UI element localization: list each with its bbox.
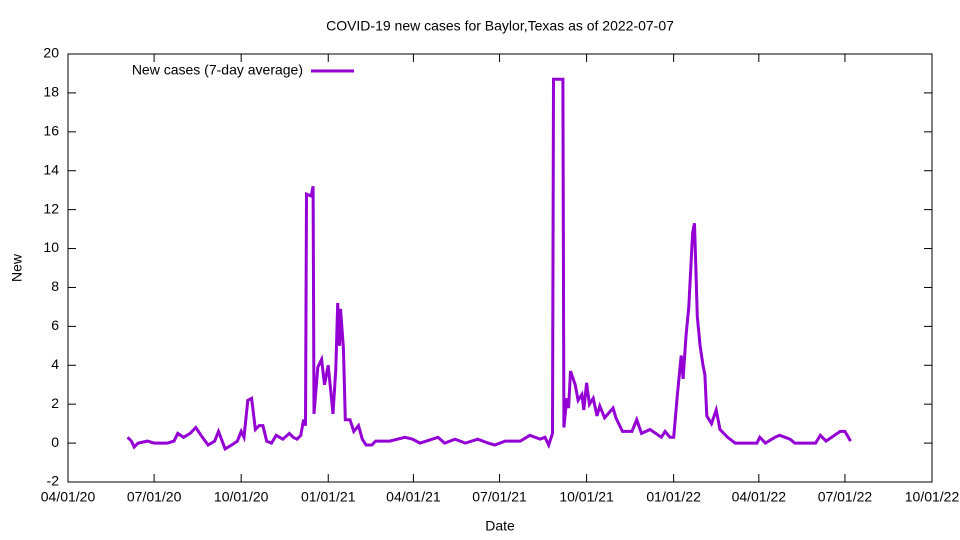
y-tick-label: 10 (43, 239, 59, 255)
legend-label: New cases (7-day average) (132, 62, 303, 78)
y-tick-label: 2 (51, 395, 59, 411)
plot-frame (67, 53, 933, 483)
data-line (126, 77, 852, 452)
y-tick-label: 18 (43, 84, 59, 100)
x-tick-label: 01/01/21 (301, 489, 356, 505)
x-tick-label: 10/01/21 (559, 489, 614, 505)
y-tick-label: 8 (51, 278, 59, 294)
x-tick-label: 07/01/21 (472, 489, 527, 505)
x-tick-label: 07/01/22 (818, 489, 873, 505)
x-tick-label: 07/01/20 (127, 489, 182, 505)
x-tick-label: 10/01/20 (214, 489, 269, 505)
x-tick-label: 04/01/20 (41, 489, 96, 505)
x-axis-label: Date (485, 518, 515, 534)
y-tick-label: 14 (43, 161, 59, 177)
x-tick-label: 10/01/22 (905, 489, 960, 505)
y-tick-label: 6 (51, 317, 59, 333)
y-tick-label: 0 (51, 434, 59, 450)
x-tick-label: 04/01/21 (386, 489, 441, 505)
x-tick-label: 01/01/22 (646, 489, 701, 505)
y-tick-label: 20 (43, 45, 59, 61)
y-tick-label: 16 (43, 123, 59, 139)
chart-title: COVID-19 new cases for Baylor,Texas as o… (326, 18, 674, 34)
y-axis-label: New (9, 253, 25, 282)
y-tick-label: -2 (47, 473, 60, 489)
x-tick-label: 04/01/22 (732, 489, 787, 505)
y-tick-label: 4 (51, 356, 59, 372)
y-tick-label: 12 (43, 200, 59, 216)
